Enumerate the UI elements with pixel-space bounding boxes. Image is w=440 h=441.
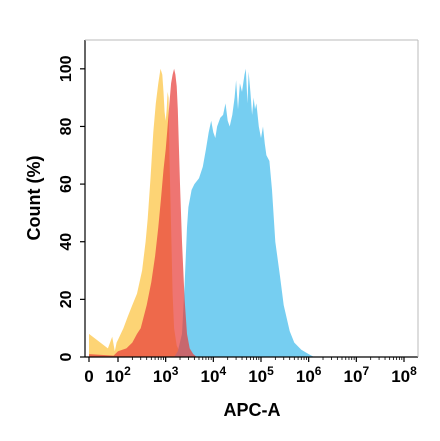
y-tick-label: 60 [58,175,75,193]
y-tick-label: 20 [58,290,75,308]
x-tick-label: 108 [391,364,417,386]
axes-layer [80,39,419,362]
x-tick-label: 104 [201,364,227,386]
x-tick-label: 106 [296,364,322,386]
series-layer [89,68,315,358]
x-tick-label: 107 [344,364,370,386]
series-area-1 [174,68,315,358]
y-tick-label: 100 [58,55,75,82]
y-tick-labels: 0 20 40 60 80 100 [58,55,75,361]
x-tick-label: 103 [153,364,179,386]
y-axis-title: Count (%) [24,156,44,241]
x-tick-label: 0 [84,367,93,386]
x-axis-title: APC-A [224,400,281,420]
y-tick-label: 40 [58,233,75,251]
series-area-2 [89,68,197,358]
y-tick-label: 0 [58,352,75,361]
y-tick-label: 80 [58,117,75,135]
x-tick-labels: 0 102 103 104 105 106 107 108 [84,364,417,386]
x-tick-label: 102 [105,364,131,386]
x-tick-label: 105 [248,364,274,386]
